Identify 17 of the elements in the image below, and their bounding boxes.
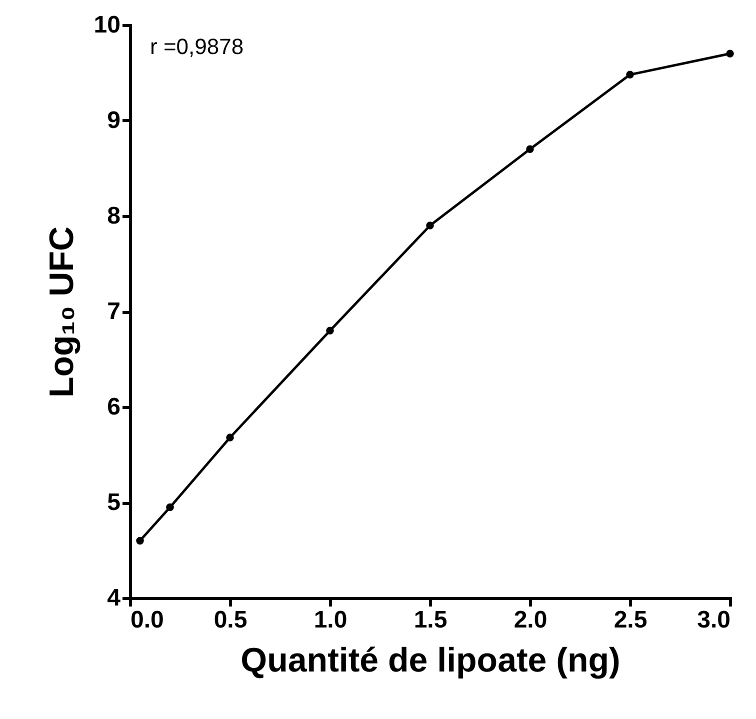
y-tick-label: 9 — [107, 107, 120, 134]
y-tick-label: 10 — [94, 12, 120, 38]
annotation: r =0,9878 — [150, 34, 244, 59]
x-tick-label: 1.0 — [314, 606, 348, 634]
y-axis-title: Log₁₀ UFC — [42, 226, 81, 398]
y-tick-label: 6 — [107, 394, 120, 420]
x-tick-label: 1.5 — [414, 606, 448, 634]
y-tick-label: 8 — [107, 202, 120, 230]
y-tick-label: 7 — [107, 298, 120, 325]
x-tick-label: 0.5 — [214, 606, 248, 634]
x-tick-label: 3.0 — [697, 606, 730, 634]
y-tick-label: 4 — [107, 584, 122, 612]
x-tick-label: 2.5 — [614, 606, 648, 634]
x-tick-label: 0.0 — [130, 606, 164, 634]
x-tick-label: 2.0 — [514, 606, 548, 634]
x-axis-title: Quantité de lipoate (ng) — [240, 642, 620, 680]
y-tick-label: 5 — [107, 489, 120, 516]
